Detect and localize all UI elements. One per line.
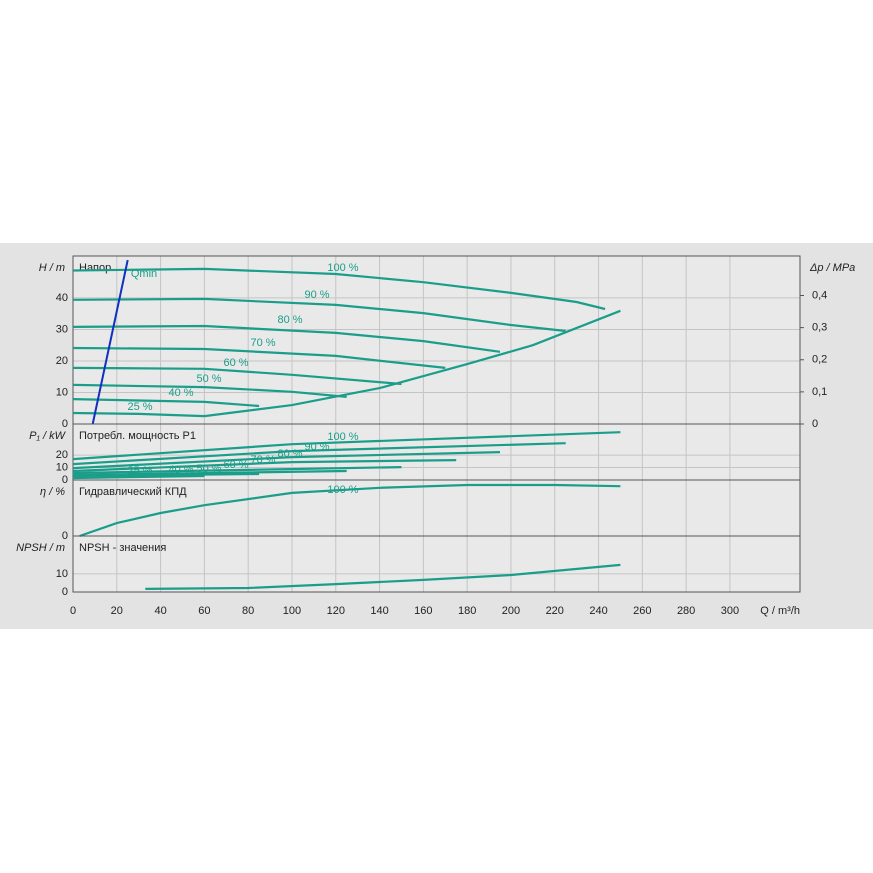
curve-label: 100 % — [327, 431, 358, 443]
curve-label: 50 % — [196, 373, 221, 385]
y-axis-label: H / m — [39, 262, 65, 274]
y-tick-label: 0 — [62, 474, 68, 486]
y-tick-label: 0 — [62, 418, 68, 430]
curve — [72, 451, 501, 470]
curve — [91, 259, 129, 425]
curve — [72, 442, 566, 466]
curve — [72, 383, 347, 398]
y2-tick-label: 0 — [812, 418, 818, 430]
panel-title: Потребл. мощность P1 — [79, 430, 196, 442]
curve-label: 40 % — [168, 387, 193, 399]
x-tick-label: 120 — [327, 605, 345, 617]
x-axis-label: Q / m³/h — [760, 605, 800, 617]
y-tick-label: 20 — [56, 449, 68, 461]
curve — [72, 466, 402, 475]
x-tick-label: 240 — [589, 605, 607, 617]
curve — [72, 297, 566, 333]
curve — [72, 346, 446, 369]
curve-label: 50 % — [196, 463, 221, 475]
x-tick-label: 80 — [242, 605, 254, 617]
curve — [72, 324, 501, 353]
curve-label: 100 % — [327, 484, 358, 496]
x-tick-label: 20 — [111, 605, 123, 617]
x-tick-label: 280 — [677, 605, 695, 617]
curve-label: 100 % — [327, 262, 358, 274]
panel-title: NPSH - значения — [79, 542, 166, 554]
x-tick-label: 220 — [546, 605, 564, 617]
curve — [204, 309, 621, 418]
curve — [72, 474, 205, 480]
curve-label: 60 % — [223, 459, 248, 471]
y-tick-label: 20 — [56, 355, 68, 367]
x-tick-label: 300 — [721, 605, 739, 617]
y-axis-label: P₁ / kW — [29, 430, 66, 442]
curve-label: 80 % — [277, 448, 302, 460]
curve-label: 40 % — [168, 464, 193, 476]
panel-title: Напор — [79, 262, 111, 274]
curve-label: 25 % — [127, 465, 152, 477]
y-tick-label: 10 — [56, 386, 68, 398]
y2-tick-label: 0,2 — [812, 354, 827, 366]
y2-tick-label: 0,1 — [812, 386, 827, 398]
x-tick-label: 140 — [370, 605, 388, 617]
curve — [72, 459, 457, 473]
y-tick-label: 30 — [56, 323, 68, 335]
y2-axis-label: Δp / MPa — [809, 262, 855, 274]
curve — [79, 483, 621, 538]
y-axis-label: NPSH / m — [16, 542, 65, 554]
curve — [72, 431, 621, 461]
curve-label: 60 % — [223, 357, 248, 369]
x-tick-label: 260 — [633, 605, 651, 617]
curve — [145, 563, 621, 590]
y-tick-label: 0 — [62, 586, 68, 598]
y2-tick-label: 0,3 — [812, 322, 827, 334]
curve-label: 70 % — [250, 454, 275, 466]
curve-label: 80 % — [277, 314, 302, 326]
y-tick-label: 10 — [56, 461, 68, 473]
panel-title: Гидравлический КПД — [79, 486, 187, 498]
x-tick-label: 100 — [283, 605, 301, 617]
curve — [72, 472, 260, 478]
panel-frame — [72, 535, 801, 593]
y-tick-label: 10 — [56, 568, 68, 580]
curve — [72, 267, 606, 311]
y2-tick-label: 0,4 — [812, 289, 827, 301]
x-tick-label: 40 — [154, 605, 166, 617]
x-tick-label: 160 — [414, 605, 432, 617]
x-tick-label: 180 — [458, 605, 476, 617]
y-axis-label: η / % — [40, 486, 65, 498]
curve — [72, 366, 402, 386]
curve-label: 25 % — [127, 401, 152, 413]
x-tick-label: 60 — [198, 605, 210, 617]
x-tick-label: 0 — [70, 605, 76, 617]
y-tick-label: 0 — [62, 530, 68, 542]
curve-label: Qmin — [131, 268, 157, 280]
curve — [72, 469, 347, 477]
curve — [72, 398, 260, 408]
x-tick-label: 200 — [502, 605, 520, 617]
y-tick-label: 40 — [56, 292, 68, 304]
curve-label: 90 % — [304, 441, 329, 453]
curve-label: 90 % — [304, 289, 329, 301]
curve-label: 70 % — [250, 337, 275, 349]
